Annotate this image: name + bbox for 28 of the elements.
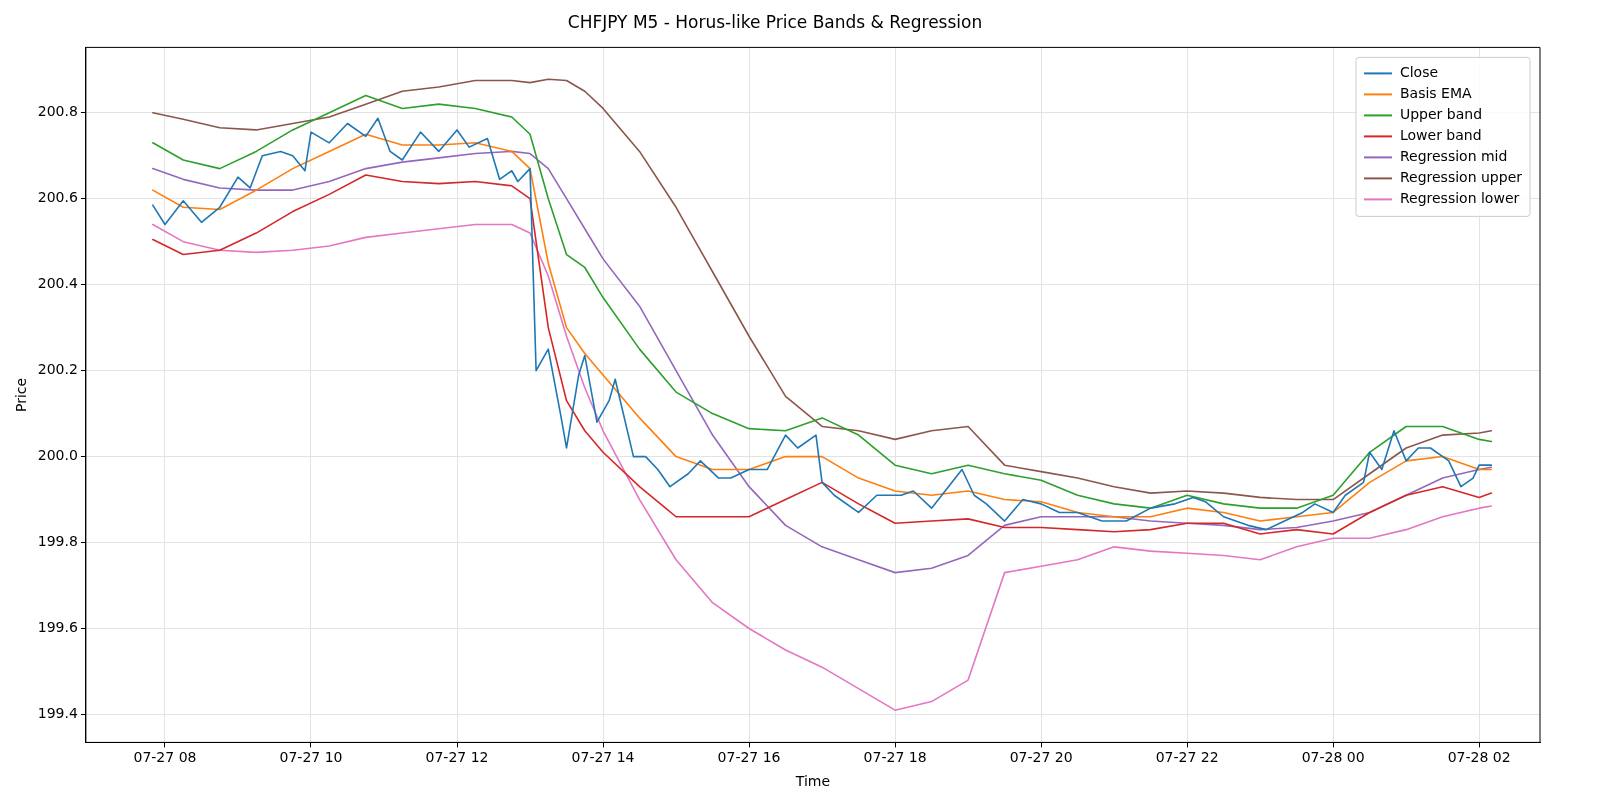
x-tick-label: 07-27 10 xyxy=(279,749,343,766)
legend-label: Close xyxy=(1399,64,1439,81)
y-tick-label: 200.2 xyxy=(37,361,78,378)
legend-label: Upper band xyxy=(1399,106,1483,123)
y-tick-label: 200.8 xyxy=(37,103,78,120)
x-axis-title: Time xyxy=(794,773,831,790)
x-tick-label: 07-27 22 xyxy=(1155,749,1219,766)
y-tick-label: 199.4 xyxy=(37,705,78,722)
legend-label: Lower band xyxy=(1399,127,1482,144)
legend-label: Regression upper xyxy=(1399,169,1523,186)
y-tick-label: 200.4 xyxy=(37,275,78,292)
y-tick-label: 200.6 xyxy=(37,189,78,206)
chart-title: CHFJPY M5 - Horus-like Price Bands & Regression xyxy=(567,11,983,32)
y-axis-title: Price xyxy=(13,377,30,412)
x-tick-label: 07-28 02 xyxy=(1447,749,1511,766)
x-tick-label: 07-27 08 xyxy=(133,749,197,766)
legend-label: Regression mid xyxy=(1399,148,1508,165)
x-tick-label: 07-27 12 xyxy=(425,749,489,766)
x-tick-label: 07-27 20 xyxy=(1009,749,1073,766)
x-tick-label: 07-27 16 xyxy=(717,749,781,766)
legend-label: Basis EMA xyxy=(1399,85,1472,102)
x-tick-label: 07-27 14 xyxy=(571,749,635,766)
legend-label: Regression lower xyxy=(1399,190,1520,207)
y-tick-label: 199.8 xyxy=(37,533,78,550)
y-tick-label: 199.6 xyxy=(37,619,78,636)
x-tick-label: 07-28 00 xyxy=(1301,749,1365,766)
y-tick-label: 200.0 xyxy=(37,447,78,464)
x-tick-label: 07-27 18 xyxy=(863,749,927,766)
